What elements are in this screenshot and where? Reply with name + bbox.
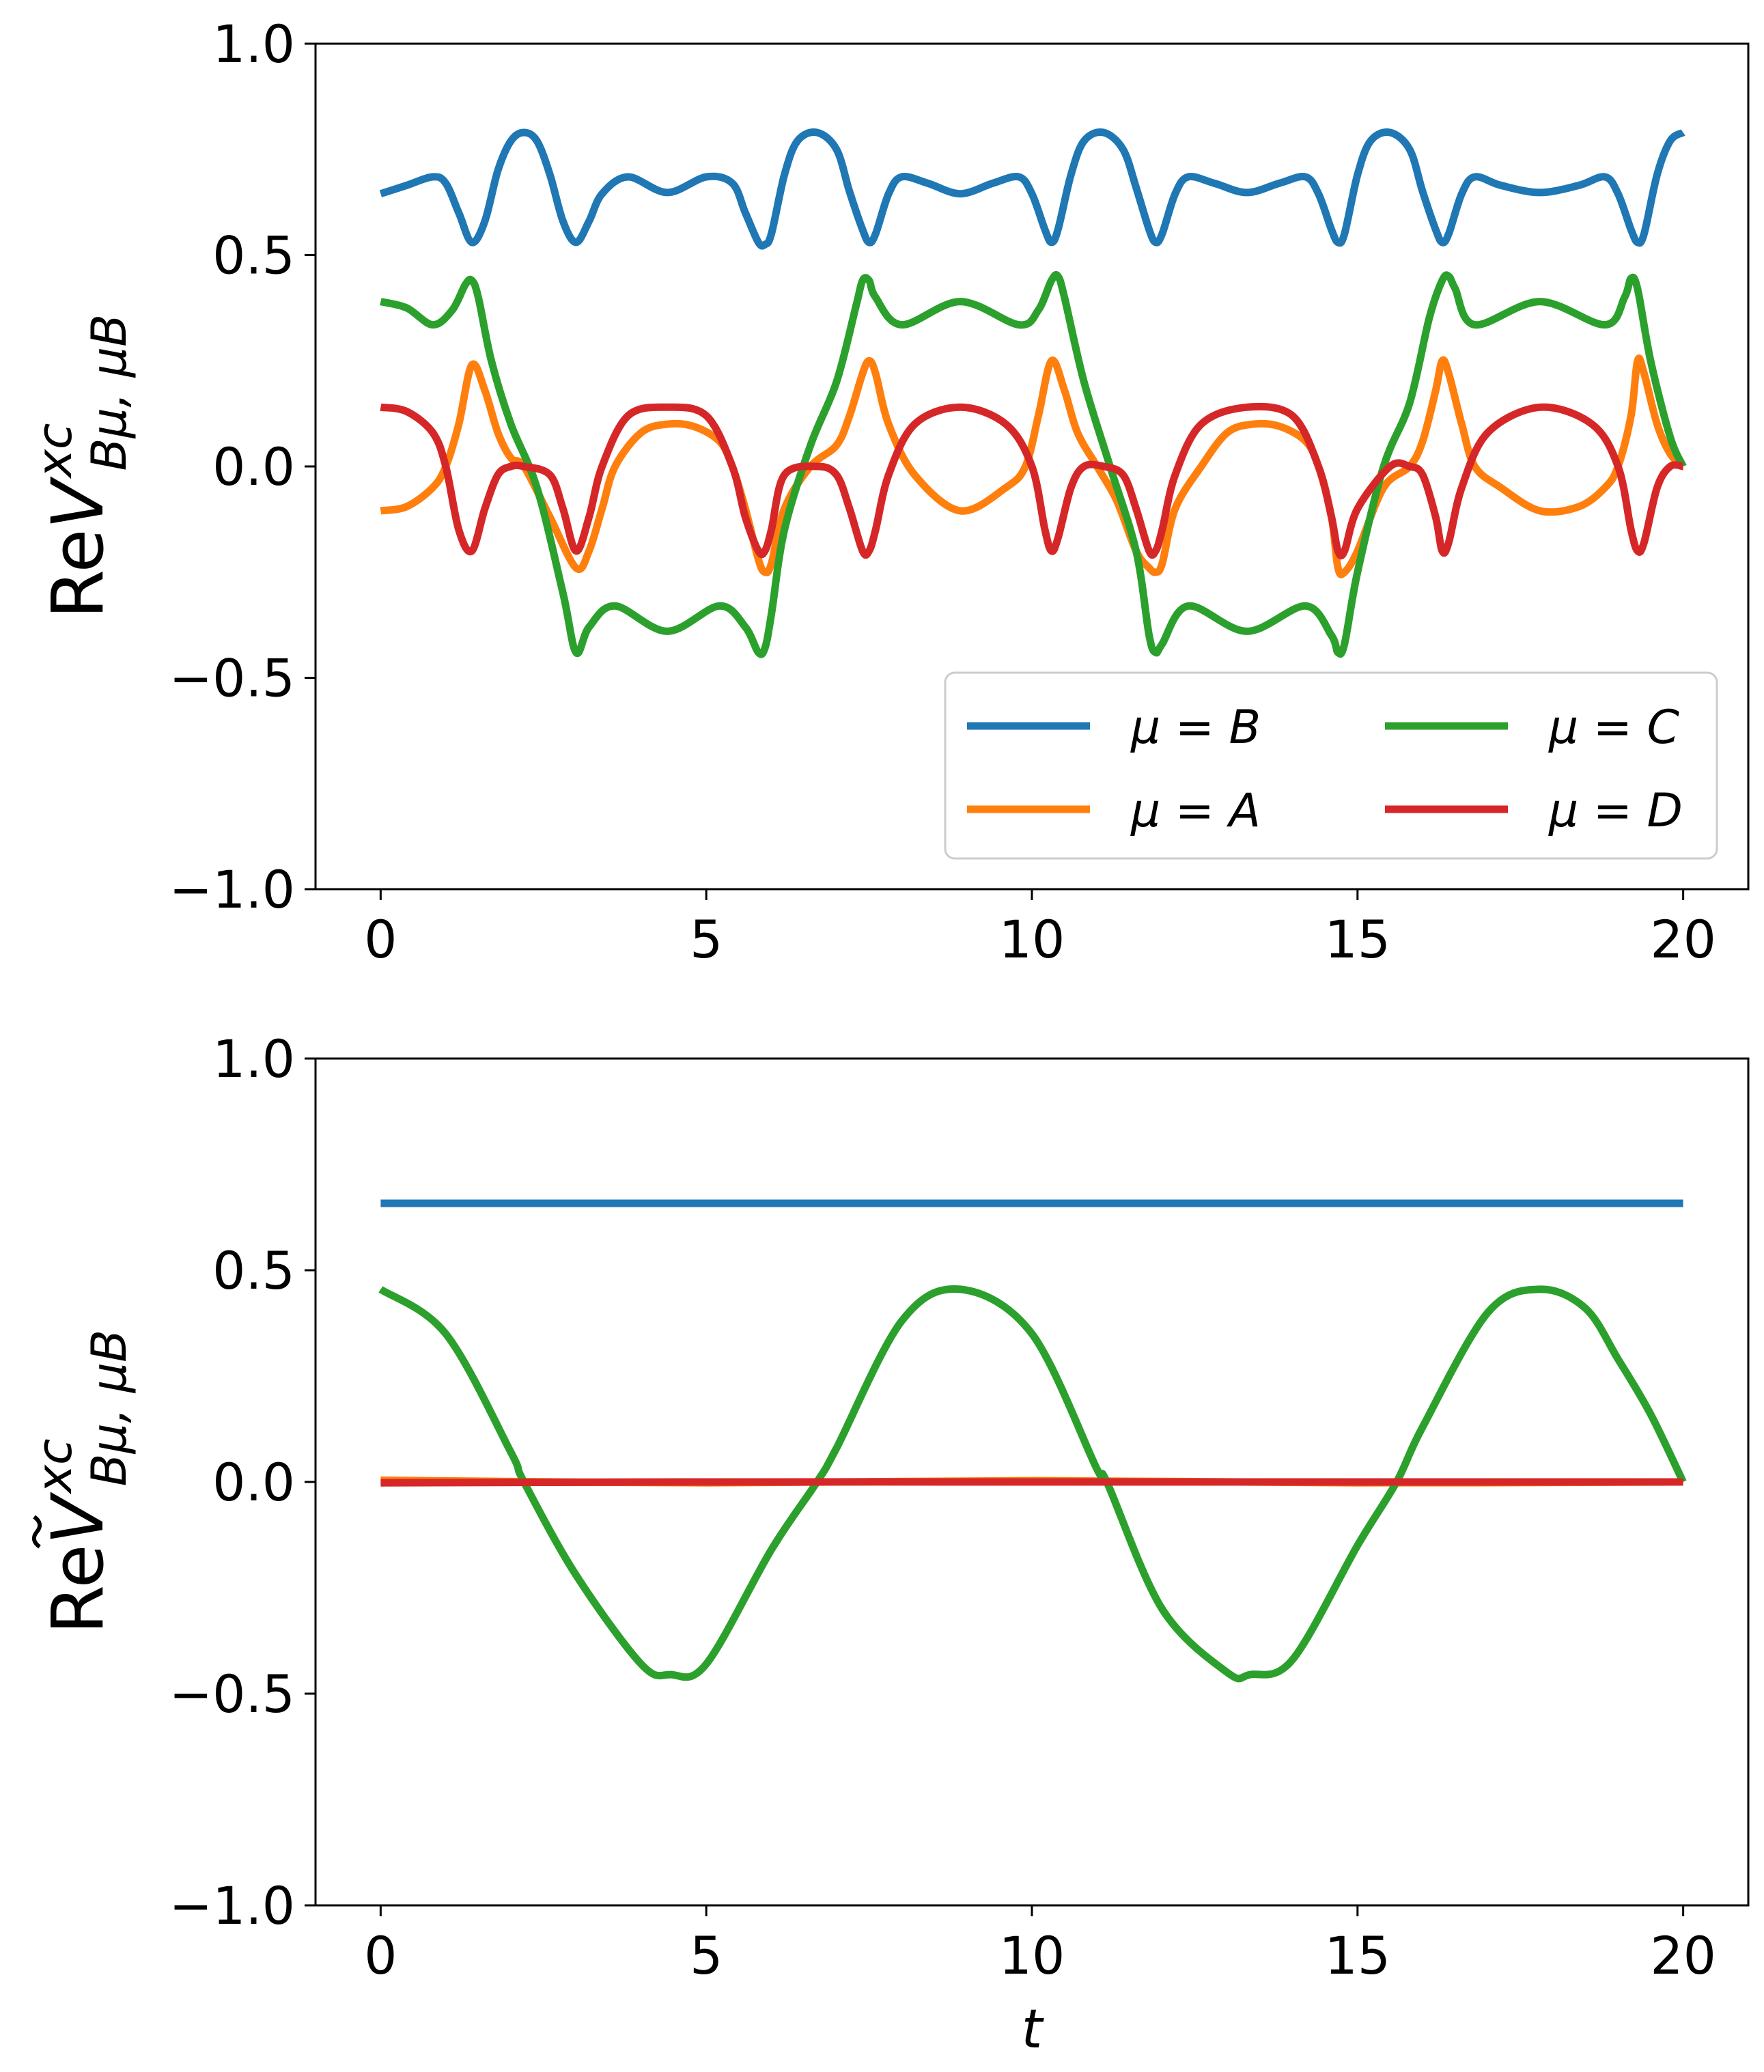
- top-y-label-subscript: Bμ, μB: [81, 314, 137, 471]
- top-x-tick-label: 20: [1650, 909, 1716, 970]
- top-series-lines: [379, 128, 1687, 658]
- bottom-x-tick-label: 10: [999, 1925, 1065, 1986]
- top-y-label-symbol: V: [36, 476, 120, 529]
- top-panel: 0 5 10 15 20 −1.0 −0.5 0.0 0.5 1.0 ReVxcBμ, μB μ …: [27, 14, 1750, 970]
- bottom-series-line-mu-D: [380, 1478, 1683, 1487]
- bottom-panel: 0 5 10 15 20 −1.0 −0.5 0.0 0.5 1.0 ReVxcBμ, μB t: [27, 1028, 1750, 2060]
- legend-label: μ = C: [1548, 701, 1679, 755]
- bottom-axis-ticks: 0 5 10 15 20 −1.0 −0.5 0.0 0.5 1.0: [169, 1028, 1716, 1986]
- top-y-label-prefix: Re: [36, 529, 120, 619]
- bottom-y-tick-label: −1.0: [169, 1875, 295, 1936]
- top-y-tick-label: 0.5: [212, 225, 295, 286]
- top-y-tick-label: −1.0: [169, 859, 295, 920]
- top-y-label-superscript: xc: [27, 423, 83, 479]
- top-y-axis-label-text: ReVxcBμ, μB: [27, 314, 137, 619]
- top-y-tick-label: 0.0: [212, 436, 295, 497]
- top-series-line-mu-A: [380, 354, 1686, 578]
- top-x-tick-label: 0: [364, 909, 397, 970]
- top-legend: μ = B μ = A μ = C μ = D: [944, 671, 1718, 860]
- bottom-y-label-subscript: Bμ, μB: [81, 1330, 137, 1487]
- bottom-y-tick-label: 0.0: [212, 1452, 295, 1513]
- legend-label: μ = A: [1130, 784, 1261, 838]
- bottom-y-label-symbol: V: [36, 1492, 120, 1545]
- bottom-series-lines: [378, 1199, 1687, 1683]
- bottom-y-tick-label: −0.5: [169, 1664, 295, 1724]
- top-axis-ticks: 0 5 10 15 20 −1.0 −0.5 0.0 0.5 1.0: [169, 14, 1716, 970]
- top-y-tick-label: 1.0: [212, 14, 295, 74]
- legend-label: μ = D: [1548, 784, 1683, 838]
- top-y-tick-label: −0.5: [169, 648, 295, 709]
- top-series-line-mu-B: [379, 128, 1685, 250]
- legend-box: [944, 671, 1718, 860]
- top-x-tick-label: 10: [999, 909, 1065, 970]
- bottom-x-tick-label: 5: [690, 1925, 723, 1986]
- bottom-x-tick-label: 20: [1650, 1925, 1716, 1986]
- bottom-y-tick-label: 1.0: [212, 1028, 295, 1089]
- top-y-axis-label: ReVxcBμ, μB: [27, 314, 137, 619]
- bottom-y-label-superscript: xc: [27, 1438, 83, 1494]
- bottom-series-line-mu-C: [378, 1285, 1687, 1683]
- bottom-x-axis-label: t: [1022, 1999, 1044, 2060]
- bottom-y-label-tilde: [31, 1515, 42, 1549]
- top-series-line-mu-D: [380, 402, 1684, 560]
- bottom-y-axis-label-text: ReVxcBμ, μB: [27, 1330, 137, 1634]
- top-series-line-mu-C: [380, 270, 1687, 658]
- bottom-y-label-prefix: Re: [36, 1545, 120, 1635]
- bottom-x-tick-label: 15: [1324, 1925, 1390, 1986]
- top-x-tick-label: 5: [690, 909, 723, 970]
- bottom-x-axis-label-text: t: [1022, 1999, 1044, 2060]
- legend-label: μ = B: [1130, 701, 1261, 755]
- top-x-tick-label: 15: [1324, 909, 1390, 970]
- bottom-y-axis-label: ReVxcBμ, μB: [27, 1330, 137, 1634]
- bottom-y-tick-label: 0.5: [212, 1240, 295, 1301]
- bottom-x-tick-label: 0: [364, 1925, 397, 1986]
